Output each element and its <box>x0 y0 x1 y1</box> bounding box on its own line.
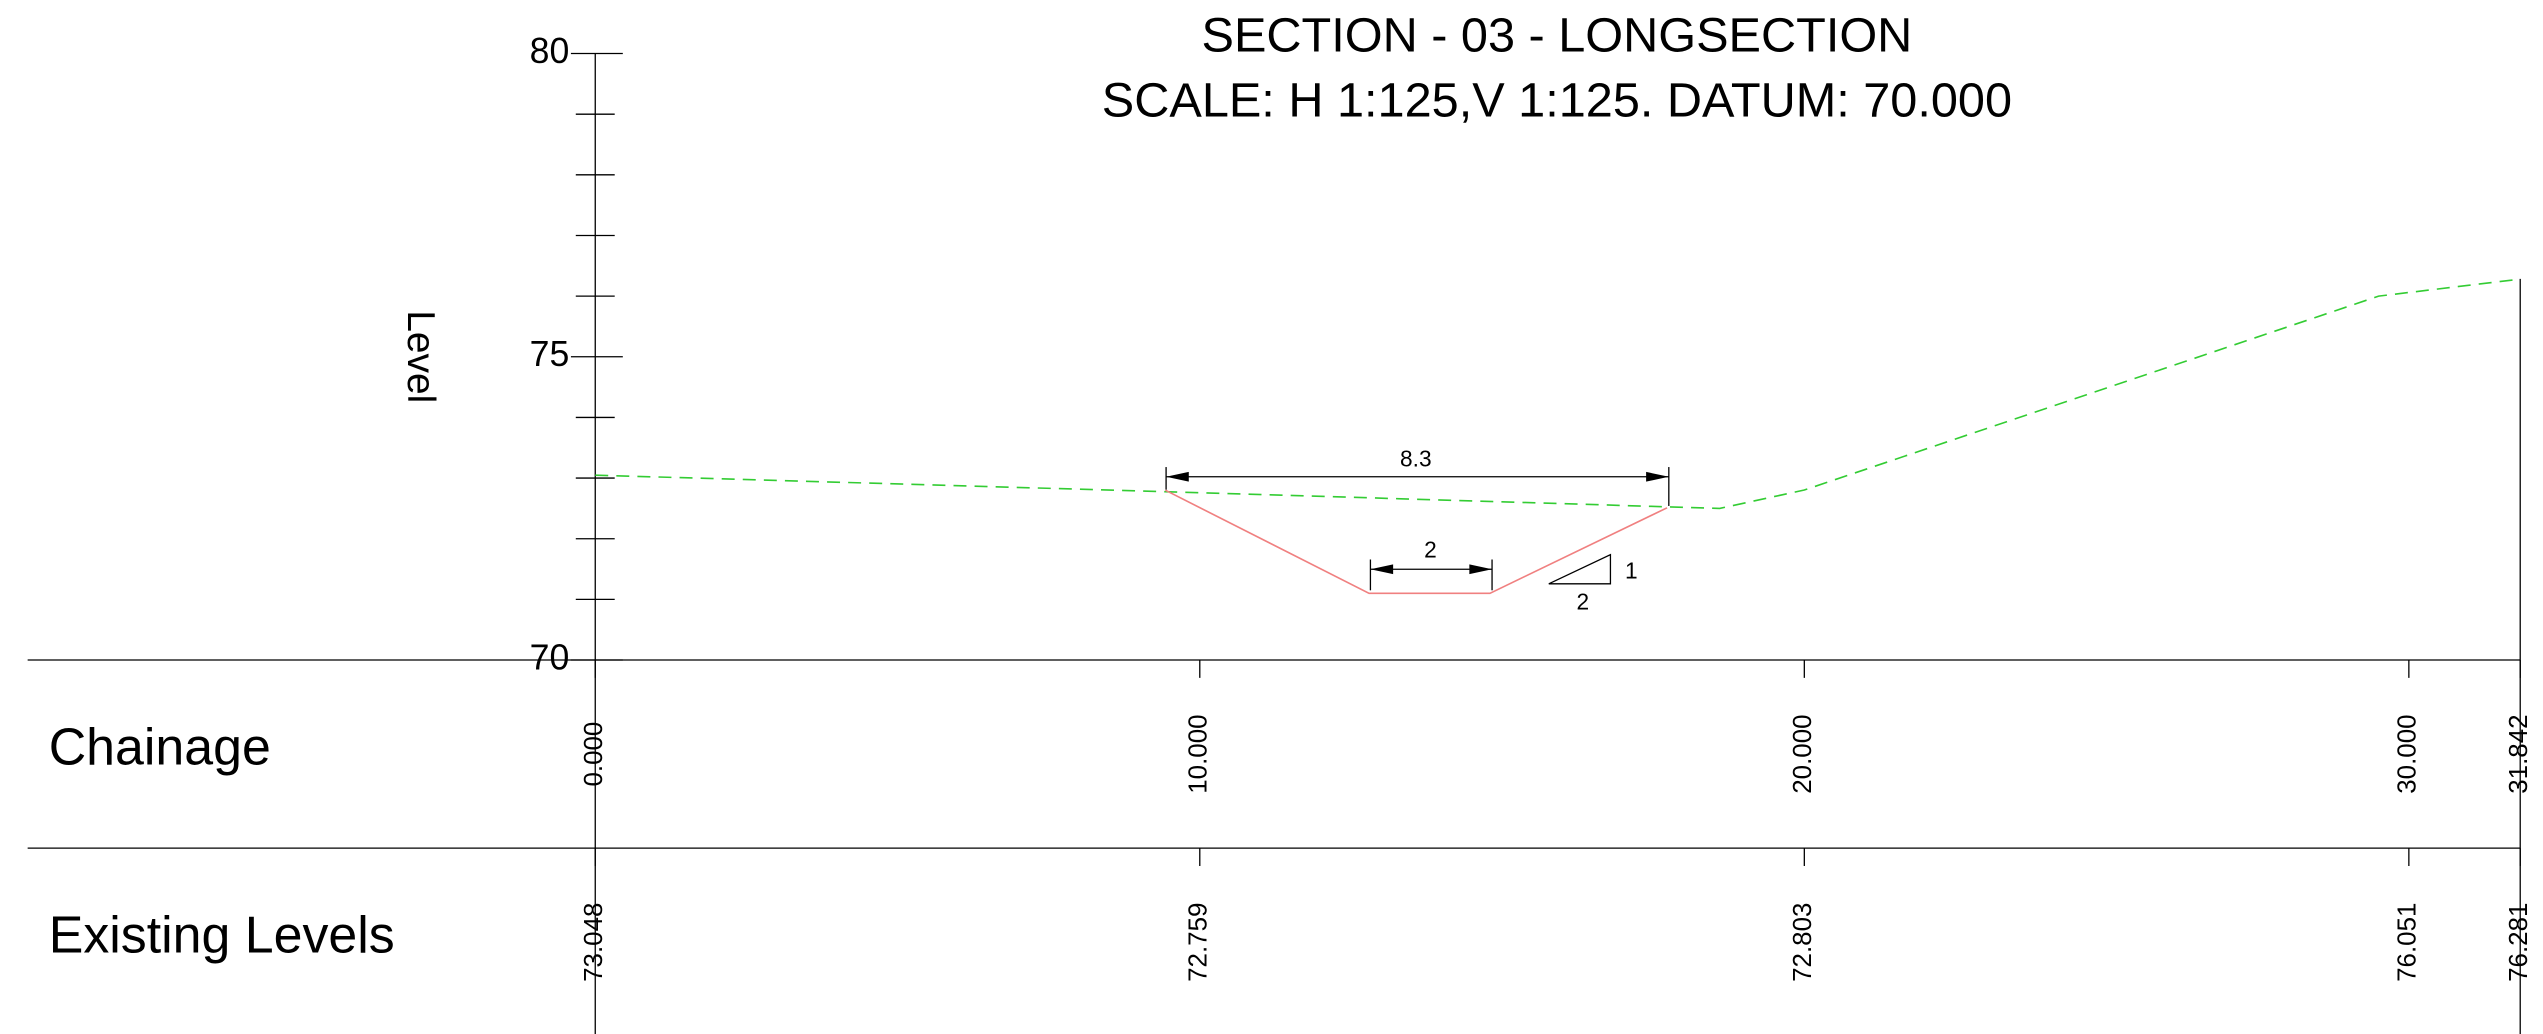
level-label: 73.048 <box>580 903 608 982</box>
x-tick-label: 20.000 <box>1789 714 1817 793</box>
y-tick-label: 80 <box>530 31 570 71</box>
level-label: 72.759 <box>1185 903 1213 982</box>
slope-label: 1 <box>1625 557 1638 583</box>
title: SECTION - 03 - LONGSECTION <box>1202 9 1913 63</box>
arrow <box>1166 471 1189 482</box>
row-label: Chainage <box>49 718 271 776</box>
arrow <box>1646 471 1669 482</box>
slope-label: 2 <box>1577 588 1590 614</box>
subtitle: SCALE: H 1:125,V 1:125. DATUM: 70.000 <box>1102 74 2012 128</box>
level-label: 76.051 <box>2394 903 2422 982</box>
x-tick-label: 31.842 <box>2505 714 2533 793</box>
series-line <box>1164 489 1668 595</box>
y-tick-label: 70 <box>530 637 570 677</box>
y-tick-label: 75 <box>530 334 570 374</box>
arrow <box>1469 564 1493 575</box>
dim-label: 2 <box>1424 536 1437 562</box>
arrow <box>1370 564 1394 575</box>
level-label: 72.803 <box>1789 903 1817 982</box>
x-tick-label: 10.000 <box>1185 714 1213 793</box>
dimensions <box>1165 467 1670 591</box>
x-tick-label: 0.000 <box>580 722 608 787</box>
dim-label: 8.3 <box>1400 446 1432 472</box>
row-label: Existing Levels <box>49 906 395 964</box>
series-line <box>595 278 2521 510</box>
level-label: 76.281 <box>2505 903 2533 982</box>
y-axis-label: Level <box>399 310 442 403</box>
slope-triangle <box>1548 553 1612 585</box>
x-tick-label: 30.000 <box>2394 714 2422 793</box>
